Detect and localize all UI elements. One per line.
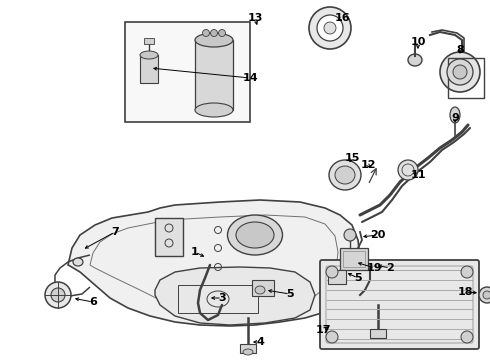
Text: 18: 18 xyxy=(457,287,473,297)
Bar xyxy=(252,280,274,296)
Ellipse shape xyxy=(440,52,480,92)
Text: 9: 9 xyxy=(451,113,459,123)
Circle shape xyxy=(461,331,473,343)
Ellipse shape xyxy=(335,166,355,184)
Text: 7: 7 xyxy=(111,227,119,237)
Ellipse shape xyxy=(211,30,218,36)
Ellipse shape xyxy=(317,15,343,41)
Bar xyxy=(240,344,256,353)
Text: 19: 19 xyxy=(367,263,383,273)
Ellipse shape xyxy=(329,160,361,190)
Bar xyxy=(155,218,183,256)
Ellipse shape xyxy=(450,107,460,123)
Ellipse shape xyxy=(227,215,283,255)
Bar xyxy=(448,58,484,98)
Text: 12: 12 xyxy=(360,160,376,170)
Text: 1: 1 xyxy=(191,247,199,257)
Ellipse shape xyxy=(243,349,253,355)
Text: 20: 20 xyxy=(370,230,386,240)
Text: 10: 10 xyxy=(410,37,426,47)
Ellipse shape xyxy=(324,22,336,34)
Bar xyxy=(370,329,386,338)
Bar xyxy=(328,270,346,284)
Bar xyxy=(144,38,154,44)
Ellipse shape xyxy=(479,287,490,303)
Circle shape xyxy=(326,331,338,343)
Text: 14: 14 xyxy=(242,73,258,83)
Circle shape xyxy=(45,282,71,308)
Text: 8: 8 xyxy=(456,45,464,55)
Text: 6: 6 xyxy=(89,297,97,307)
Ellipse shape xyxy=(236,222,274,248)
Bar xyxy=(195,40,233,110)
Bar xyxy=(343,251,365,267)
Ellipse shape xyxy=(73,258,83,266)
Ellipse shape xyxy=(453,65,467,79)
Bar xyxy=(178,285,258,313)
Ellipse shape xyxy=(398,160,418,180)
Ellipse shape xyxy=(255,286,265,294)
Ellipse shape xyxy=(195,33,233,47)
Ellipse shape xyxy=(344,229,356,241)
Ellipse shape xyxy=(140,51,158,59)
Text: 2: 2 xyxy=(386,263,394,273)
Ellipse shape xyxy=(447,59,473,85)
Text: 17: 17 xyxy=(315,325,331,335)
Ellipse shape xyxy=(219,30,225,36)
Ellipse shape xyxy=(408,54,422,66)
Text: 5: 5 xyxy=(286,289,294,299)
Bar xyxy=(340,248,368,270)
Circle shape xyxy=(461,266,473,278)
Polygon shape xyxy=(155,267,315,325)
Bar xyxy=(125,22,250,122)
Text: 4: 4 xyxy=(256,337,264,347)
Text: 16: 16 xyxy=(334,13,350,23)
Text: 15: 15 xyxy=(344,153,360,163)
Bar xyxy=(140,55,158,83)
Polygon shape xyxy=(68,200,360,326)
Text: 5: 5 xyxy=(354,273,362,283)
Circle shape xyxy=(326,266,338,278)
Ellipse shape xyxy=(483,291,490,299)
Ellipse shape xyxy=(309,7,351,49)
Ellipse shape xyxy=(195,103,233,117)
Text: 13: 13 xyxy=(247,13,263,23)
Text: 11: 11 xyxy=(410,170,426,180)
Text: 3: 3 xyxy=(218,293,226,303)
Ellipse shape xyxy=(202,30,210,36)
FancyBboxPatch shape xyxy=(320,260,479,349)
Circle shape xyxy=(51,288,65,302)
